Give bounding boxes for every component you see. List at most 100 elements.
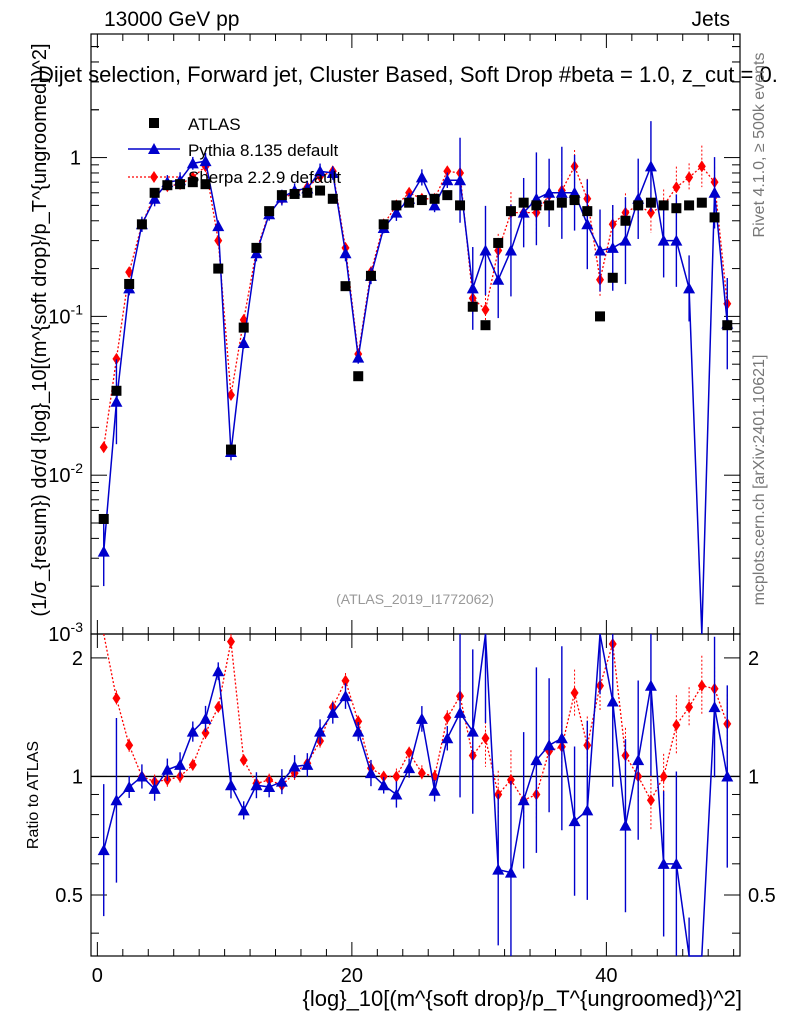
- ratio-pythia-point: [441, 732, 454, 744]
- pythia-point: [97, 545, 110, 557]
- ratio-sherpa-point: [506, 773, 515, 786]
- atlas-point: [149, 187, 160, 198]
- ratio-tick-label-right: 0.5: [748, 885, 776, 907]
- atlas-point: [98, 513, 109, 524]
- ratio-pythia-point: [568, 815, 581, 827]
- pythia-point: [314, 165, 327, 177]
- atlas-point: [722, 320, 733, 331]
- atlas-point: [353, 371, 364, 382]
- ratio-pythia-point: [148, 782, 161, 794]
- ratio-sherpa-point: [570, 686, 579, 699]
- atlas-point: [213, 263, 224, 274]
- axes-ticks: [91, 33, 740, 956]
- plot-frames: [90, 33, 741, 957]
- ratio-sherpa-point: [125, 739, 134, 752]
- atlas-point: [340, 281, 351, 292]
- x-tick-label: 20: [341, 965, 363, 987]
- y-tick-exponent: -3: [71, 619, 84, 635]
- atlas-point: [416, 195, 427, 206]
- pythia-point: [517, 206, 530, 218]
- pythia-point: [568, 186, 581, 198]
- ratio-tick-label-left: 0.5: [55, 885, 83, 907]
- atlas-point: [493, 237, 504, 248]
- pythia-point: [428, 199, 441, 211]
- legend-atlas-label: ATLAS: [188, 115, 241, 134]
- ratio-sherpa-point: [659, 770, 668, 783]
- ratio-pythia-point: [657, 857, 670, 869]
- y-tick-exponent: -2: [71, 460, 84, 476]
- ratio-pythia-point: [250, 779, 263, 791]
- sherpa-point: [481, 303, 490, 316]
- atlas-point: [671, 203, 682, 214]
- atlas-point: [175, 179, 186, 190]
- ratio-pythia-point: [670, 857, 683, 869]
- atlas-point: [124, 278, 135, 289]
- atlas-point: [645, 197, 656, 208]
- ratio-pythia-point: [326, 706, 339, 718]
- ratio-pythia-point: [199, 712, 212, 724]
- pythia-point: [492, 273, 505, 285]
- atlas-point: [620, 215, 631, 226]
- atlas-point: [556, 197, 567, 208]
- ratio-sherpa-point: [379, 770, 388, 783]
- ratio-pythia-point: [708, 701, 721, 713]
- pythia-point: [683, 282, 696, 294]
- ratio-pythia-point: [517, 794, 530, 806]
- ratio-pythia-point: [377, 779, 390, 791]
- sherpa-point: [697, 160, 706, 173]
- ratio-pythia-point: [237, 804, 250, 816]
- atlas-point: [315, 185, 326, 196]
- atlas-point: [442, 190, 453, 201]
- rivet-version-label: Rivet 4.1.0, ≥ 500k events: [751, 53, 768, 238]
- pythia-point: [619, 234, 632, 246]
- atlas-point: [607, 272, 618, 283]
- ratio-pythia-point: [632, 754, 645, 766]
- sherpa-point: [112, 352, 121, 365]
- x-tick-label: 40: [595, 965, 617, 987]
- mcplots-label: mcplots.cern.ch [arXiv:2401.10621]: [751, 355, 768, 606]
- ratio-sherpa-line: [103, 633, 728, 802]
- ratio-pythia-point: [352, 725, 365, 737]
- pythia-point: [415, 171, 428, 183]
- atlas-point: [302, 187, 313, 198]
- pythia-point: [212, 220, 225, 232]
- y-tick-label-one: 1: [70, 148, 81, 170]
- ratio-axis-label: Ratio to ATLAS: [25, 741, 42, 849]
- ratio-sherpa-point: [697, 679, 706, 692]
- pythia-point: [708, 186, 721, 198]
- atlas-point: [327, 193, 338, 204]
- atlas-point: [264, 206, 275, 217]
- process-label: Jets: [691, 8, 730, 31]
- ratio-pythia-point: [339, 690, 352, 702]
- y-axis-label: (1/σ_{resum}) dσ/d {log}_10[(m^{soft dro…: [29, 43, 51, 616]
- ratio-sherpa-point: [481, 732, 490, 745]
- ratio-sherpa-point: [672, 719, 681, 732]
- ratio-pythia-point: [174, 758, 187, 770]
- atlas-point: [225, 444, 236, 455]
- ratio-pythia-point: [644, 679, 657, 691]
- energy-label: 13000 GeV pp: [104, 8, 240, 31]
- ratio-pythia-point: [721, 770, 734, 782]
- pythia-point: [110, 395, 123, 407]
- ratio-pythia-point: [301, 758, 314, 770]
- pythia-point: [199, 155, 212, 167]
- ratio-pythia-point: [428, 784, 441, 796]
- axis-labels: 0 20 40 10-3 10-2 10-1 1 0.5 0.5 1 1 2 2 {log}_10[(m^…: [25, 43, 776, 1011]
- ratio-pythia-point: [415, 712, 428, 724]
- ratio-pythia-point: [504, 866, 517, 878]
- legend-atlas-marker: [149, 118, 159, 128]
- pythia-point: [326, 166, 339, 178]
- atlas-point: [162, 180, 173, 191]
- ratio-pythia-point: [454, 706, 467, 718]
- ratio-pythia-point: [224, 779, 237, 791]
- atlas-point: [658, 200, 669, 211]
- pythia-point: [581, 218, 594, 230]
- main-panel-marks: [97, 121, 734, 635]
- atlas-point: [518, 197, 529, 208]
- legend-sherpa-marker: [150, 171, 158, 183]
- ratio-pythia-point: [186, 725, 199, 737]
- atlas-point: [455, 200, 466, 211]
- sherpa-point: [672, 181, 681, 194]
- ratio-sherpa-point: [226, 635, 235, 648]
